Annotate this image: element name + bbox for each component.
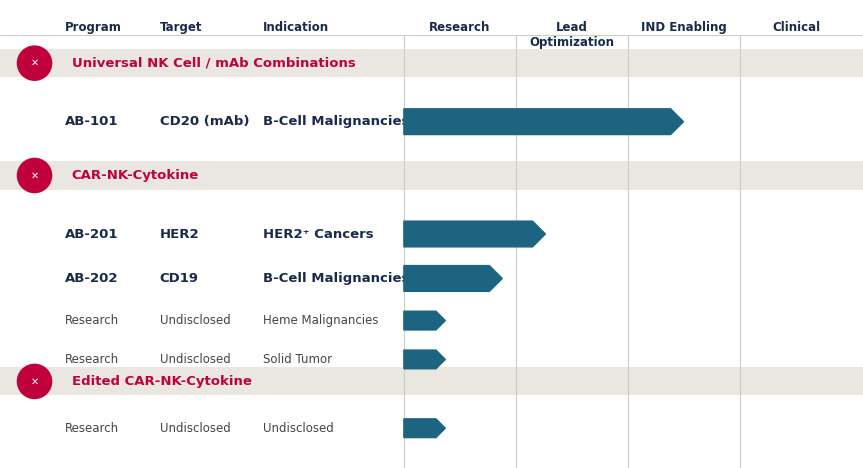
Text: Solid Tumor: Solid Tumor (263, 353, 332, 366)
Text: Research: Research (65, 314, 119, 327)
Ellipse shape (16, 364, 53, 399)
Text: HER2: HER2 (160, 227, 199, 241)
Text: Undisclosed: Undisclosed (160, 422, 230, 435)
Text: Indication: Indication (263, 21, 330, 34)
Text: ✕: ✕ (30, 376, 39, 387)
Text: Research: Research (429, 21, 491, 34)
Polygon shape (404, 419, 445, 438)
Text: CD20 (mAb): CD20 (mAb) (160, 115, 249, 128)
Text: Lead
Optimization: Lead Optimization (530, 21, 614, 49)
Bar (0, 367, 863, 395)
Text: Universal NK Cell / mAb Combinations: Universal NK Cell / mAb Combinations (72, 57, 356, 70)
Polygon shape (404, 265, 502, 291)
Text: Undisclosed: Undisclosed (160, 353, 230, 366)
Polygon shape (404, 311, 445, 330)
Text: Research: Research (65, 353, 119, 366)
Text: HER2⁺ Cancers: HER2⁺ Cancers (263, 227, 374, 241)
Text: CAR-NK-Cytokine: CAR-NK-Cytokine (72, 169, 198, 182)
Text: ✕: ✕ (30, 58, 39, 68)
Polygon shape (404, 221, 545, 247)
Text: Undisclosed: Undisclosed (263, 422, 334, 435)
Text: Edited CAR-NK-Cytokine: Edited CAR-NK-Cytokine (72, 375, 251, 388)
Text: Target: Target (160, 21, 202, 34)
Text: Heme Malignancies: Heme Malignancies (263, 314, 379, 327)
Text: B-Cell Malignancies: B-Cell Malignancies (263, 272, 410, 285)
Text: AB-101: AB-101 (65, 115, 118, 128)
Bar (0, 49, 863, 77)
Polygon shape (404, 350, 445, 369)
Polygon shape (404, 109, 683, 135)
Ellipse shape (16, 45, 53, 81)
Text: Research: Research (65, 422, 119, 435)
Text: IND Enabling: IND Enabling (641, 21, 728, 34)
Bar (0, 161, 863, 190)
Text: B-Cell Malignancies: B-Cell Malignancies (263, 115, 410, 128)
Ellipse shape (16, 158, 53, 193)
Text: ✕: ✕ (30, 170, 39, 181)
Text: Program: Program (65, 21, 122, 34)
Text: AB-202: AB-202 (65, 272, 118, 285)
Text: AB-201: AB-201 (65, 227, 118, 241)
Text: CD19: CD19 (160, 272, 198, 285)
Text: Undisclosed: Undisclosed (160, 314, 230, 327)
Text: Clinical: Clinical (772, 21, 821, 34)
